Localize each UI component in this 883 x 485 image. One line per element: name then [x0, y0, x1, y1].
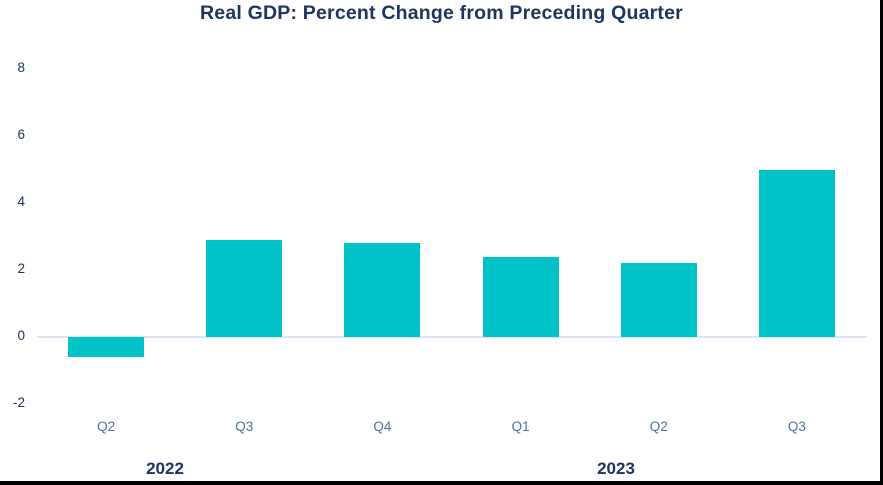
y-tick-label: 8 — [17, 60, 25, 76]
gdp-bar-q3-2022 — [206, 239, 283, 337]
chart-title: Real GDP: Percent Change from Preceding … — [200, 2, 683, 24]
gdp-bar-q2-2023 — [620, 263, 697, 337]
gdp-bar-q1-2023 — [482, 256, 559, 337]
y-tick-label: 4 — [17, 194, 25, 210]
x-tick-label: Q3 — [787, 419, 806, 434]
x-tick-label: Q2 — [97, 419, 116, 434]
y-tick-label: 6 — [17, 127, 25, 143]
zero-gridline — [37, 336, 867, 338]
y-tick-label: -2 — [12, 394, 25, 410]
y-tick-label: 0 — [17, 328, 25, 343]
x-tick-label: Q3 — [235, 419, 254, 434]
gdp-bar-q2-2022 — [68, 337, 145, 358]
year-label-2022: 2022 — [146, 459, 184, 478]
gdp-bar-q4-2022 — [344, 243, 421, 337]
x-tick-label: Q4 — [373, 419, 392, 434]
x-tick-label: Q1 — [511, 419, 530, 434]
year-label-2023: 2023 — [597, 459, 635, 478]
gdp-bar-q3-2023 — [758, 169, 835, 337]
y-tick-label: 2 — [17, 261, 25, 277]
x-tick-label: Q2 — [649, 419, 668, 434]
